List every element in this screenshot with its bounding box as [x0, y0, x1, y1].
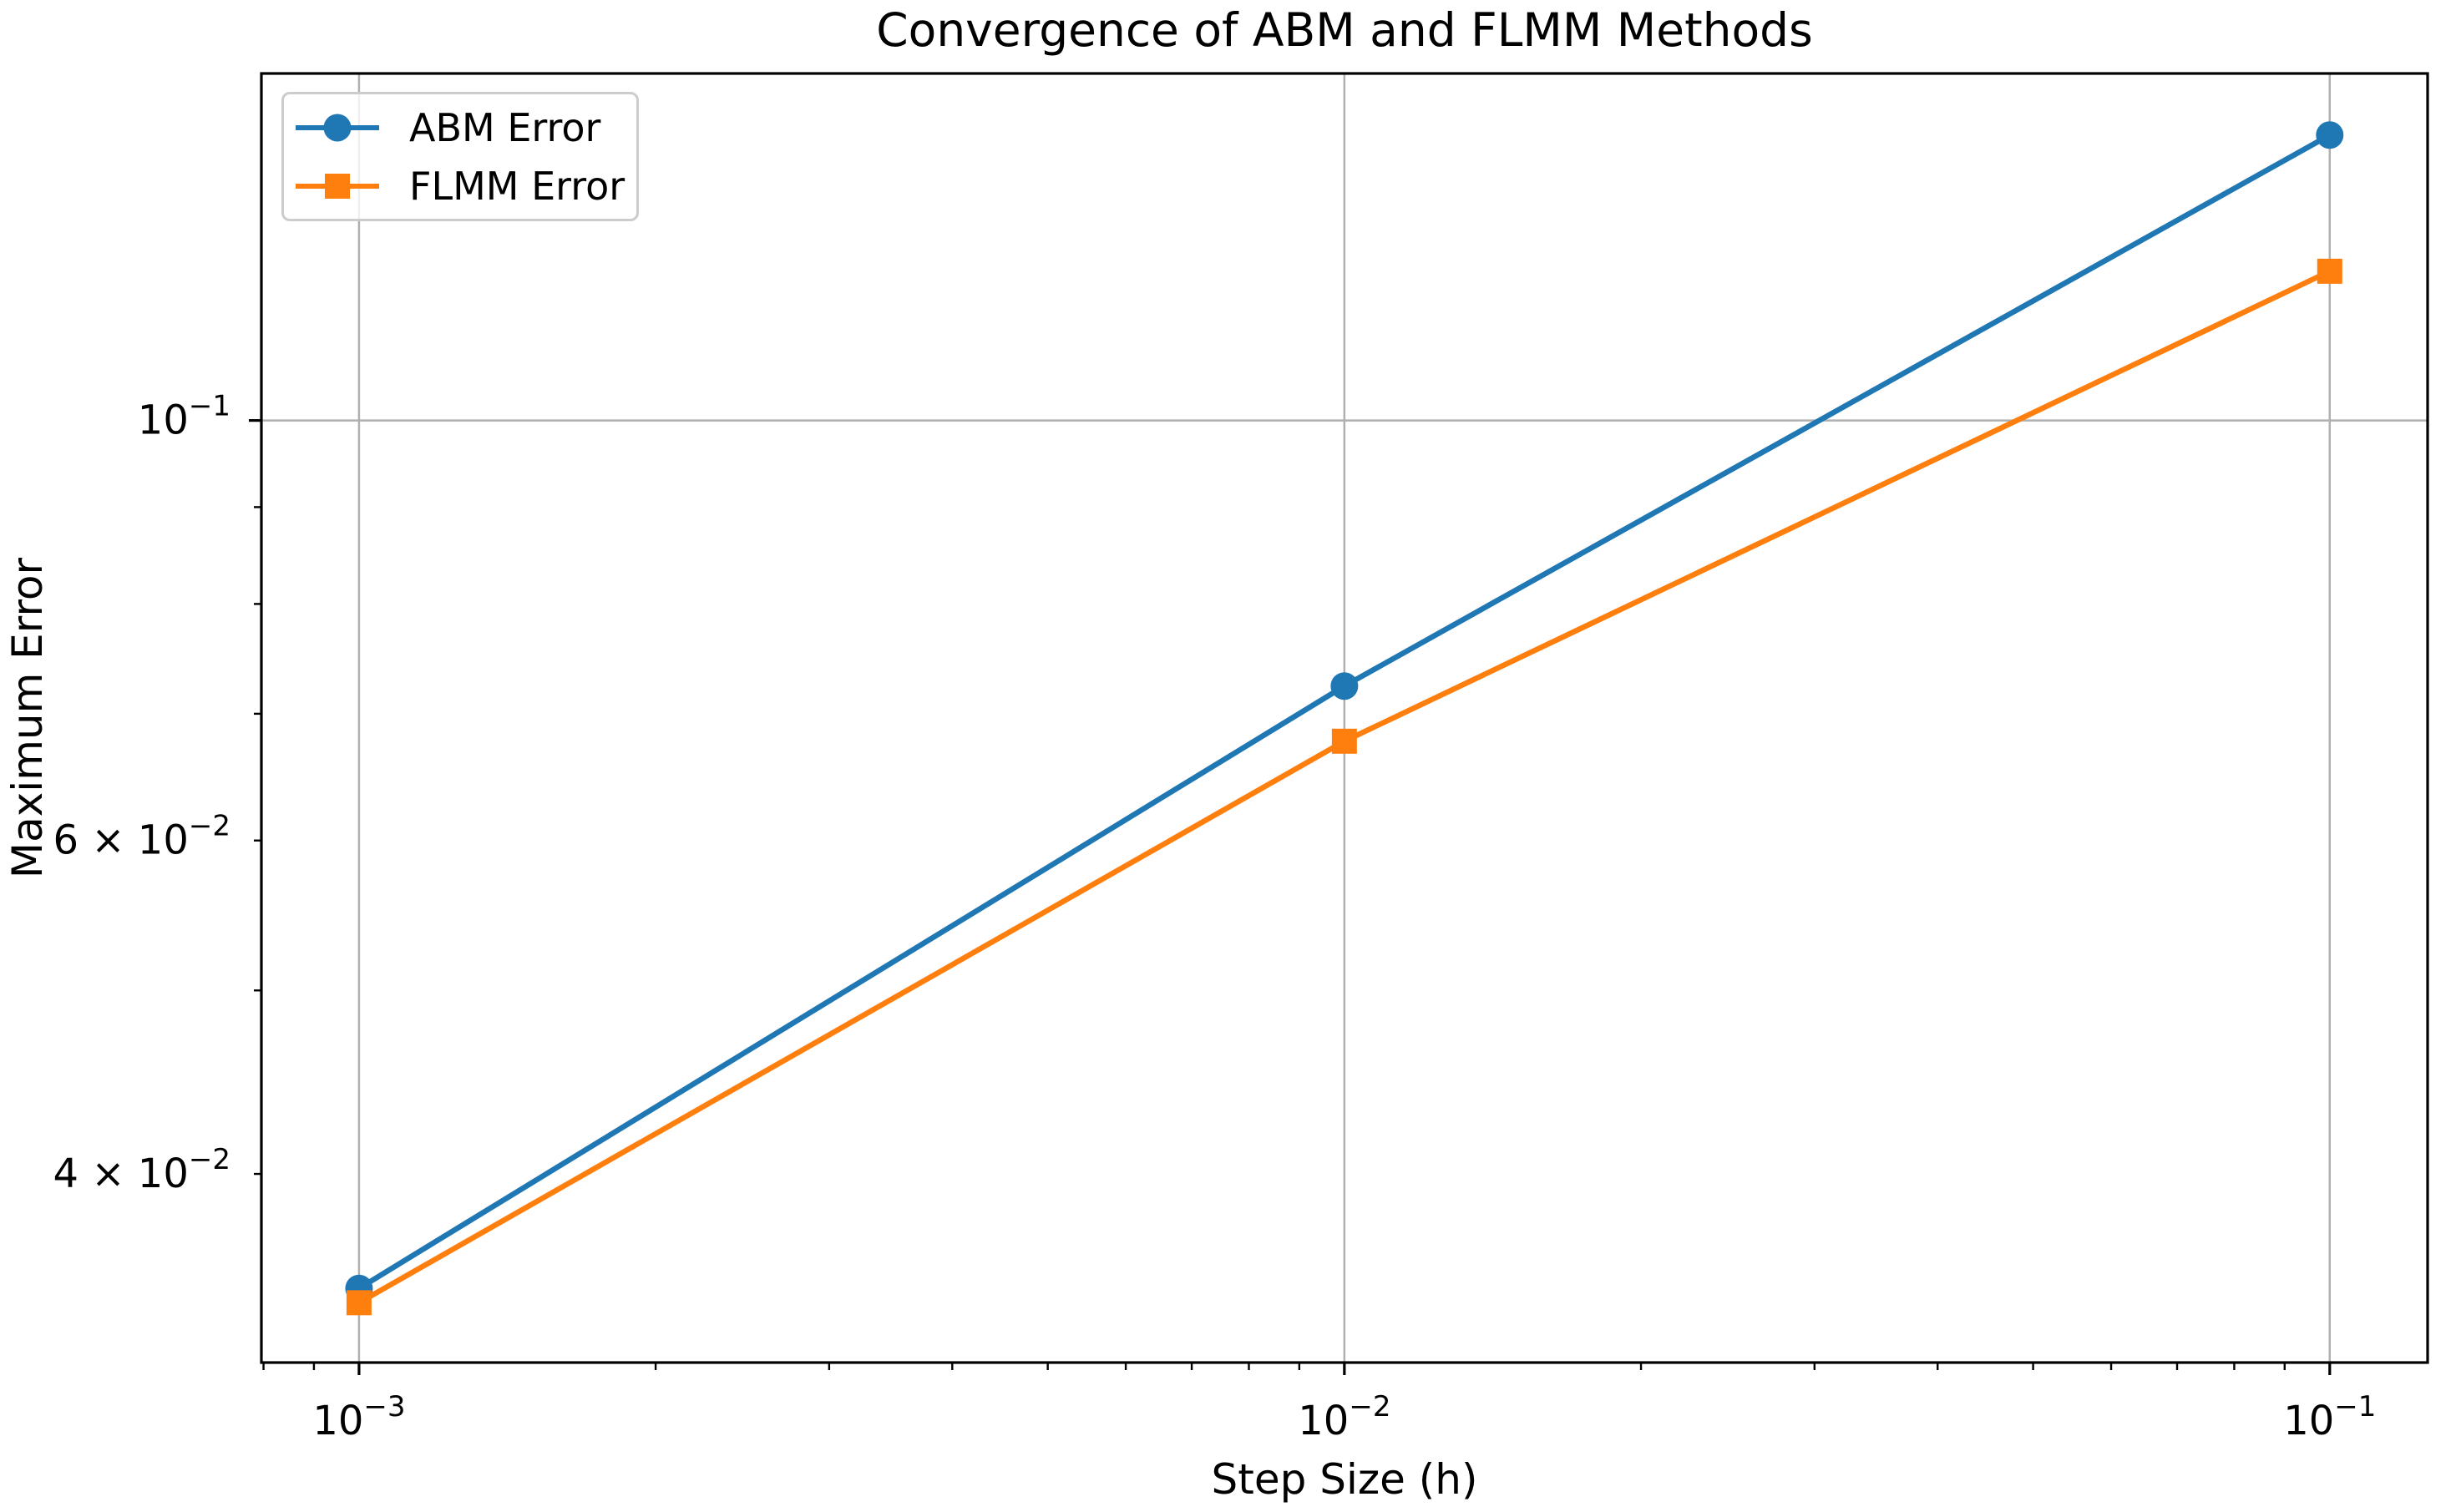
flmm-data-point — [1331, 728, 1357, 754]
legend-item-abm: ABM Error — [296, 104, 636, 150]
flmm-data-point — [2317, 258, 2342, 284]
flmm-data-point — [346, 1290, 372, 1316]
legend: ABM Error FLMM Error — [281, 92, 639, 221]
legend-item-flmm: FLMM Error — [296, 163, 636, 209]
legend-handle-flmm — [296, 166, 379, 206]
legend-label-abm: ABM Error — [409, 104, 601, 150]
y-tick-label: 4 × 10−2 — [53, 1143, 230, 1197]
abm-data-point — [1330, 672, 1359, 700]
x-tick-label: 10−3 — [312, 1390, 405, 1444]
y-axis-label-text: Maximum Error — [3, 557, 52, 879]
circle-marker-icon — [323, 114, 352, 141]
x-tick-label: 10−2 — [1298, 1390, 1390, 1444]
abm-data-point — [2316, 121, 2344, 149]
legend-handle-abm — [296, 108, 379, 148]
legend-label-flmm: FLMM Error — [409, 163, 625, 209]
square-marker-icon — [325, 173, 350, 199]
x-tick-label: 10−1 — [2283, 1390, 2376, 1444]
chart-title: Convergence of ABM and FLMM Methods — [876, 3, 1813, 57]
y-tick-label: 10−1 — [138, 390, 230, 444]
y-tick-label: 6 × 10−2 — [53, 810, 230, 864]
x-axis-label: Step Size (h) — [1211, 1455, 1478, 1504]
